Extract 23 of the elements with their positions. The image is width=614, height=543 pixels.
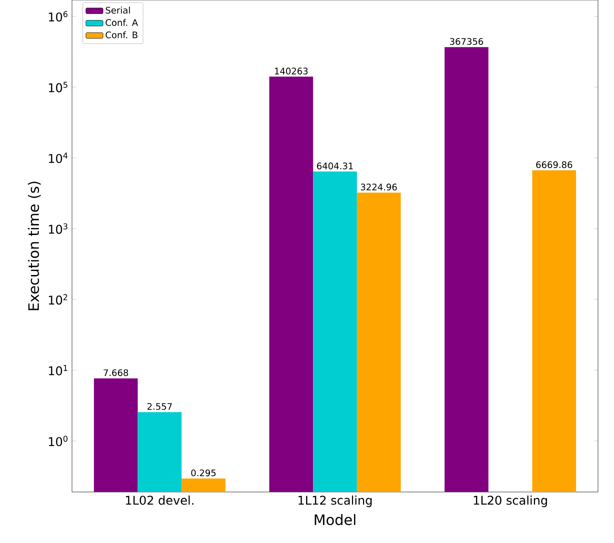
x-tick-label: 1L02 devel.: [126, 496, 194, 505]
x-tick-label: 1L12 scaling: [298, 496, 372, 508]
data-label: 7.668: [104, 369, 128, 376]
y-tick-label: 10$^{6}$: [48, 11, 68, 22]
y-tick-label: 10$^{3}$: [48, 223, 68, 234]
y-tick-label: 10$^{4}$: [48, 152, 68, 164]
x-tick-label: 1L20 scaling: [474, 496, 547, 508]
data-label: 6404.31: [317, 162, 353, 170]
y-tick-label: 10$^{2}$: [48, 294, 68, 305]
legend-label: Serial: [106, 6, 130, 14]
y-axis-title: Execution time (s): [28, 182, 41, 310]
data-label: 0.295: [191, 469, 216, 476]
data-label: 6669.86: [536, 161, 572, 168]
legend-label: Conf. B: [106, 31, 138, 38]
data-label: 367356: [450, 38, 484, 45]
legend-label: Conf. A: [106, 18, 138, 26]
data-label: 140263: [274, 68, 308, 74]
x-axis-title: Model: [314, 514, 356, 526]
data-label: 2.557: [147, 403, 172, 410]
data-label: 3224.96: [360, 184, 397, 190]
y-tick-label: 10$^{1}$: [48, 364, 68, 376]
y-tick-label: 10$^{5}$: [48, 82, 68, 92]
y-tick-label: 10$^{0}$: [48, 436, 68, 446]
